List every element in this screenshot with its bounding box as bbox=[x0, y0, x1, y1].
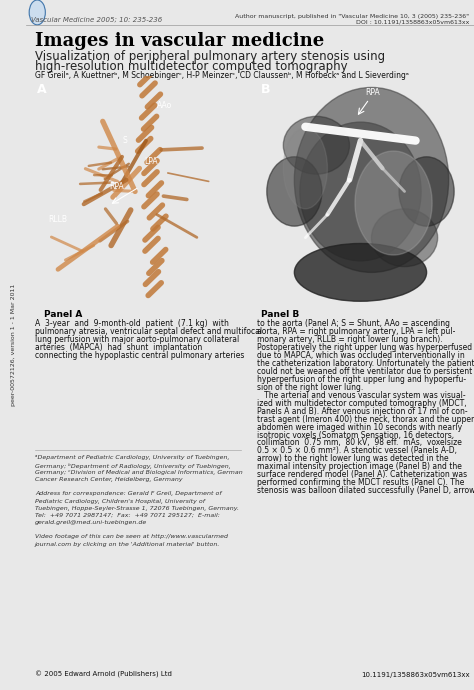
Text: stenosis was balloon dilated successfully (Panel D, arrow).: stenosis was balloon dilated successfull… bbox=[257, 486, 474, 495]
Text: AAo: AAo bbox=[157, 101, 172, 110]
Text: Visualization of peripheral pulmonary artery stenosis using: Visualization of peripheral pulmonary ar… bbox=[35, 50, 385, 63]
Text: RLLB: RLLB bbox=[48, 215, 67, 224]
Ellipse shape bbox=[294, 244, 427, 302]
Text: peer-00572126, version 1 - 1 Mar 2011: peer-00572126, version 1 - 1 Mar 2011 bbox=[10, 284, 16, 406]
Text: aorta, RPA = right pulmonary artery, LPA = left pul-: aorta, RPA = right pulmonary artery, LPA… bbox=[257, 327, 455, 337]
Text: could not be weaned off the ventilator due to persistent: could not be weaned off the ventilator d… bbox=[257, 367, 472, 376]
Text: Images in vascular medicine: Images in vascular medicine bbox=[35, 32, 324, 50]
Text: LPA: LPA bbox=[144, 157, 157, 166]
Text: trast agent (Imeron 400) the neck, thorax and the upper: trast agent (Imeron 400) the neck, thora… bbox=[257, 415, 474, 424]
Text: maximal intensity projection image (Panel B) and the: maximal intensity projection image (Pane… bbox=[257, 462, 462, 471]
Text: the catheterization laboratory. Unfortunately the patient: the catheterization laboratory. Unfortun… bbox=[257, 359, 474, 368]
Text: Panels A and B). After venous injection of 17 ml of con-: Panels A and B). After venous injection … bbox=[257, 406, 467, 416]
Text: ized with multidetector computed tomography (MDCT,: ized with multidetector computed tomogra… bbox=[257, 399, 466, 408]
Text: DOI : 10.1191/1358863x05vm613xx: DOI : 10.1191/1358863x05vm613xx bbox=[356, 19, 470, 24]
Text: RPA: RPA bbox=[109, 182, 124, 191]
Text: GF Greilᵃ, A Kuettnerᵇ, M Schoebingerᶜ, H-P Meinzerᶜ, CD Claussenᵇ, M Hofbeckᵃ a: GF Greilᵃ, A Kuettnerᵇ, M Schoebingerᶜ, … bbox=[35, 71, 409, 80]
Text: Author manuscript, published in "Vascular Medicine 10, 3 (2005) 235-236": Author manuscript, published in "Vascula… bbox=[236, 14, 470, 19]
Text: hyperperfusion of the right upper lung and hypoperfu-: hyperperfusion of the right upper lung a… bbox=[257, 375, 466, 384]
Text: Video footage of this can be seen at http://www.vascularmed: Video footage of this can be seen at htt… bbox=[35, 534, 228, 540]
Text: Panel B: Panel B bbox=[261, 310, 300, 319]
Text: abdomen were imaged within 10 seconds with nearly: abdomen were imaged within 10 seconds wi… bbox=[257, 422, 462, 432]
Text: S: S bbox=[122, 136, 127, 145]
Text: lung perfusion with major aorto-pulmonary collateral: lung perfusion with major aorto-pulmonar… bbox=[35, 335, 239, 344]
Text: © 2005 Edward Arnold (Publishers) Ltd: © 2005 Edward Arnold (Publishers) Ltd bbox=[35, 671, 172, 678]
Ellipse shape bbox=[283, 117, 349, 174]
Ellipse shape bbox=[372, 209, 438, 266]
Text: ᵃDepartment of Pediatric Cardiology, University of Tuebingen,: ᵃDepartment of Pediatric Cardiology, Uni… bbox=[35, 455, 229, 460]
Ellipse shape bbox=[399, 157, 454, 226]
Text: B: B bbox=[261, 83, 271, 96]
Text: Cancer Research Center, Heidelberg, Germany: Cancer Research Center, Heidelberg, Germ… bbox=[35, 477, 182, 482]
Text: performed confirming the MDCT results (Panel C). The: performed confirming the MDCT results (P… bbox=[257, 478, 464, 487]
Text: Germany; ᵇDepartment of Radiology, University of Tuebingen,: Germany; ᵇDepartment of Radiology, Unive… bbox=[35, 463, 231, 469]
Text: due to MAPCA, which was occluded interventionally in: due to MAPCA, which was occluded interve… bbox=[257, 351, 465, 360]
Text: arteries  (MAPCA)  had  shunt  implantation: arteries (MAPCA) had shunt implantation bbox=[35, 343, 202, 353]
Ellipse shape bbox=[283, 128, 328, 209]
Text: Panel A: Panel A bbox=[44, 310, 82, 319]
Text: high-resolution multidetector computed tomography: high-resolution multidetector computed t… bbox=[35, 60, 347, 73]
Text: arrow) to the right lower lung was detected in the: arrow) to the right lower lung was detec… bbox=[257, 454, 448, 464]
Circle shape bbox=[29, 0, 46, 25]
Text: monary artery, RLLB = right lower lung branch).: monary artery, RLLB = right lower lung b… bbox=[257, 335, 442, 344]
Text: A: A bbox=[37, 83, 46, 96]
Ellipse shape bbox=[294, 88, 449, 273]
Text: sion of the right lower lung.: sion of the right lower lung. bbox=[257, 383, 363, 392]
Ellipse shape bbox=[355, 151, 432, 255]
Text: Vascular Medicine 2005; 10: 235-236: Vascular Medicine 2005; 10: 235-236 bbox=[30, 17, 162, 23]
Text: gerald.greil@med.uni-tuebingen.de: gerald.greil@med.uni-tuebingen.de bbox=[35, 520, 147, 525]
Text: The arterial and venous vascular system was visual-: The arterial and venous vascular system … bbox=[257, 391, 465, 400]
Text: pulmonary atresia, ventricular septal defect and multifocal: pulmonary atresia, ventricular septal de… bbox=[35, 327, 262, 337]
Ellipse shape bbox=[300, 122, 421, 261]
Text: isotropic voxels (Somatom Sensation, 16 detectors,: isotropic voxels (Somatom Sensation, 16 … bbox=[257, 431, 454, 440]
Text: surface rendered model (Panel A). Catheterization was: surface rendered model (Panel A). Cathet… bbox=[257, 471, 467, 480]
Text: connecting the hypoplastic central pulmonary arteries: connecting the hypoplastic central pulmo… bbox=[35, 351, 245, 360]
Text: Germany; ᶜDivision of Medical and Biological Informatics, German: Germany; ᶜDivision of Medical and Biolog… bbox=[35, 470, 243, 475]
Text: to the aorta (Panel A; S = Shunt, AAo = ascending: to the aorta (Panel A; S = Shunt, AAo = … bbox=[257, 319, 450, 328]
Ellipse shape bbox=[267, 157, 322, 226]
Text: Postoperatively the right upper lung was hyperperfused: Postoperatively the right upper lung was… bbox=[257, 343, 472, 353]
Text: journal.com by clicking on the 'Additional material' button.: journal.com by clicking on the 'Addition… bbox=[35, 542, 220, 546]
Text: Pediatric Cardiology, Children's Hospital, University of: Pediatric Cardiology, Children's Hospita… bbox=[35, 498, 205, 504]
Text: Tel:  +49 7071 2987147;  Fax:  +49 7071 295127;  E-mail:: Tel: +49 7071 2987147; Fax: +49 7071 295… bbox=[35, 513, 220, 518]
Text: Address for correspondence: Gerald F Greil, Department of: Address for correspondence: Gerald F Gre… bbox=[35, 491, 222, 496]
Text: 10.1191/1358863x05vm613xx: 10.1191/1358863x05vm613xx bbox=[361, 671, 470, 678]
Text: A  3-year  and  9-month-old  patient  (7.1 kg)  with: A 3-year and 9-month-old patient (7.1 kg… bbox=[35, 319, 229, 328]
Text: RPA: RPA bbox=[365, 88, 380, 97]
Text: 0.5 × 0.5 × 0.6 mm²). A stenotic vessel (Panels A-D,: 0.5 × 0.5 × 0.6 mm²). A stenotic vessel … bbox=[257, 446, 457, 455]
Text: Tuebingen, Hoppe-Seyler-Strasse 1, 72076 Tuebingen, Germany.: Tuebingen, Hoppe-Seyler-Strasse 1, 72076… bbox=[35, 506, 239, 511]
Text: collimation  0.75 mm,  80 kV,  98 eff.  mAs,  voxelsize: collimation 0.75 mm, 80 kV, 98 eff. mAs,… bbox=[257, 439, 462, 448]
